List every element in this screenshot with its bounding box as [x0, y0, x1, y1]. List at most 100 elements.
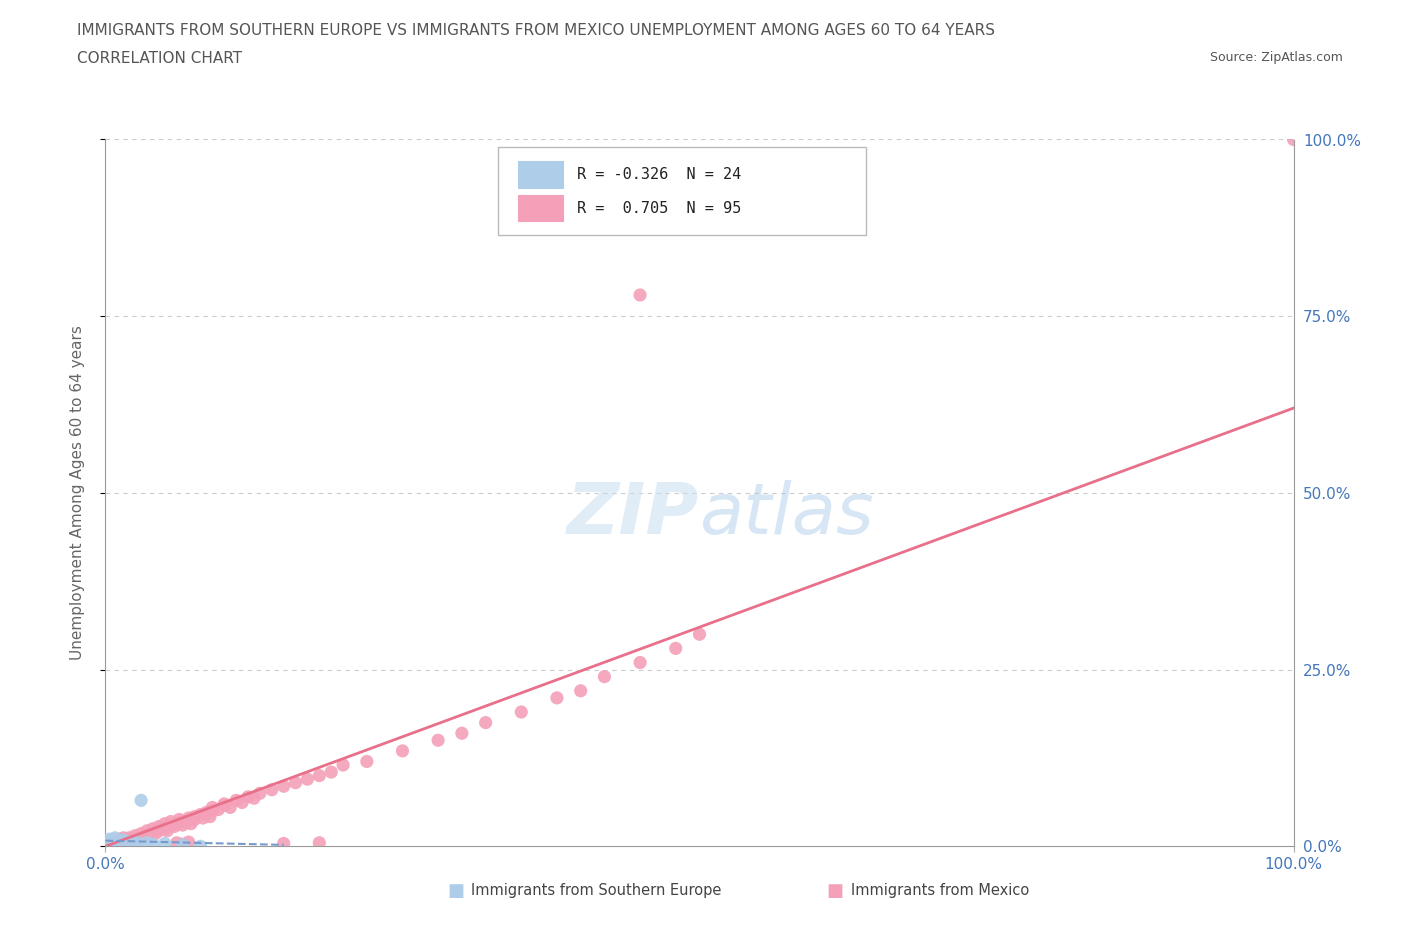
Text: ZIP: ZIP: [567, 480, 700, 549]
Point: [118, 834, 141, 849]
Text: CORRELATION CHART: CORRELATION CHART: [77, 51, 242, 66]
Point: [139, 826, 162, 841]
Point: [100, 839, 122, 854]
Point: [172, 814, 194, 829]
Point: [103, 836, 125, 851]
Point: [105, 833, 128, 848]
Point: [132, 829, 155, 844]
Point: [219, 800, 242, 815]
Point: [108, 835, 131, 850]
Point: [124, 833, 146, 848]
Point: [105, 832, 128, 847]
Point: [260, 782, 283, 797]
Point: [100, 833, 122, 848]
Point: [115, 832, 138, 847]
Point: [118, 835, 141, 850]
Text: Immigrants from Southern Europe: Immigrants from Southern Europe: [471, 884, 721, 898]
Point: [118, 830, 141, 845]
Point: [143, 826, 166, 841]
Point: [105, 837, 128, 852]
Point: [474, 715, 496, 730]
Point: [225, 793, 247, 808]
Point: [94, 837, 117, 852]
Point: [172, 817, 194, 832]
Point: [177, 811, 200, 826]
Point: [321, 764, 343, 779]
Point: [190, 839, 212, 854]
Point: [159, 814, 181, 829]
Point: [148, 819, 170, 834]
Point: [108, 831, 131, 846]
Point: [284, 776, 307, 790]
Bar: [517, 194, 562, 221]
Point: [136, 835, 159, 850]
Bar: [517, 162, 562, 188]
Point: [183, 809, 205, 824]
Point: [142, 837, 165, 852]
Point: [297, 772, 319, 787]
Point: [593, 670, 616, 684]
Point: [190, 807, 212, 822]
Point: [332, 758, 354, 773]
Point: [105, 836, 128, 851]
Point: [98, 835, 121, 850]
Point: [129, 830, 152, 845]
Point: [128, 836, 150, 851]
Text: atlas: atlas: [700, 480, 875, 549]
Point: [236, 790, 259, 804]
Point: [104, 834, 127, 849]
Point: [195, 805, 218, 820]
Point: [129, 826, 152, 841]
Text: R =  0.705  N = 95: R = 0.705 N = 95: [576, 201, 741, 216]
Point: [121, 831, 143, 846]
Text: Immigrants from Mexico: Immigrants from Mexico: [851, 884, 1029, 898]
Point: [115, 834, 138, 849]
Point: [273, 778, 295, 793]
Point: [174, 815, 197, 830]
Point: [153, 817, 176, 831]
Point: [180, 817, 202, 831]
Point: [628, 287, 651, 302]
Point: [118, 837, 141, 852]
Point: [104, 830, 127, 845]
Text: ■: ■: [827, 882, 844, 900]
Point: [172, 837, 194, 852]
Point: [156, 823, 179, 838]
Point: [148, 823, 170, 838]
Point: [153, 836, 176, 851]
Point: [198, 809, 221, 824]
Point: [136, 828, 159, 843]
Text: ■: ■: [447, 882, 464, 900]
Point: [118, 837, 141, 852]
Point: [427, 733, 450, 748]
Point: [136, 823, 159, 838]
Point: [128, 831, 150, 846]
Point: [1282, 132, 1305, 147]
Point: [172, 837, 194, 852]
Text: IMMIGRANTS FROM SOUTHERN EUROPE VS IMMIGRANTS FROM MEXICO UNEMPLOYMENT AMONG AGE: IMMIGRANTS FROM SOUTHERN EUROPE VS IMMIG…: [77, 23, 995, 38]
Point: [104, 835, 127, 850]
Point: [112, 832, 135, 847]
Point: [94, 837, 117, 852]
Point: [689, 627, 711, 642]
Point: [124, 834, 146, 849]
Text: R = -0.326  N = 24: R = -0.326 N = 24: [576, 167, 741, 182]
Point: [207, 802, 229, 817]
Point: [167, 812, 190, 827]
Point: [115, 837, 138, 852]
Point: [391, 743, 413, 758]
Point: [112, 837, 135, 852]
Point: [249, 786, 271, 801]
Point: [129, 793, 152, 808]
Point: [100, 833, 122, 848]
Point: [115, 835, 138, 850]
Point: [308, 835, 330, 850]
Point: [308, 768, 330, 783]
Point: [166, 835, 188, 850]
Point: [142, 821, 165, 836]
Point: [142, 825, 165, 840]
Point: [628, 655, 651, 670]
Point: [510, 705, 533, 720]
Point: [273, 836, 295, 851]
Point: [665, 641, 688, 656]
